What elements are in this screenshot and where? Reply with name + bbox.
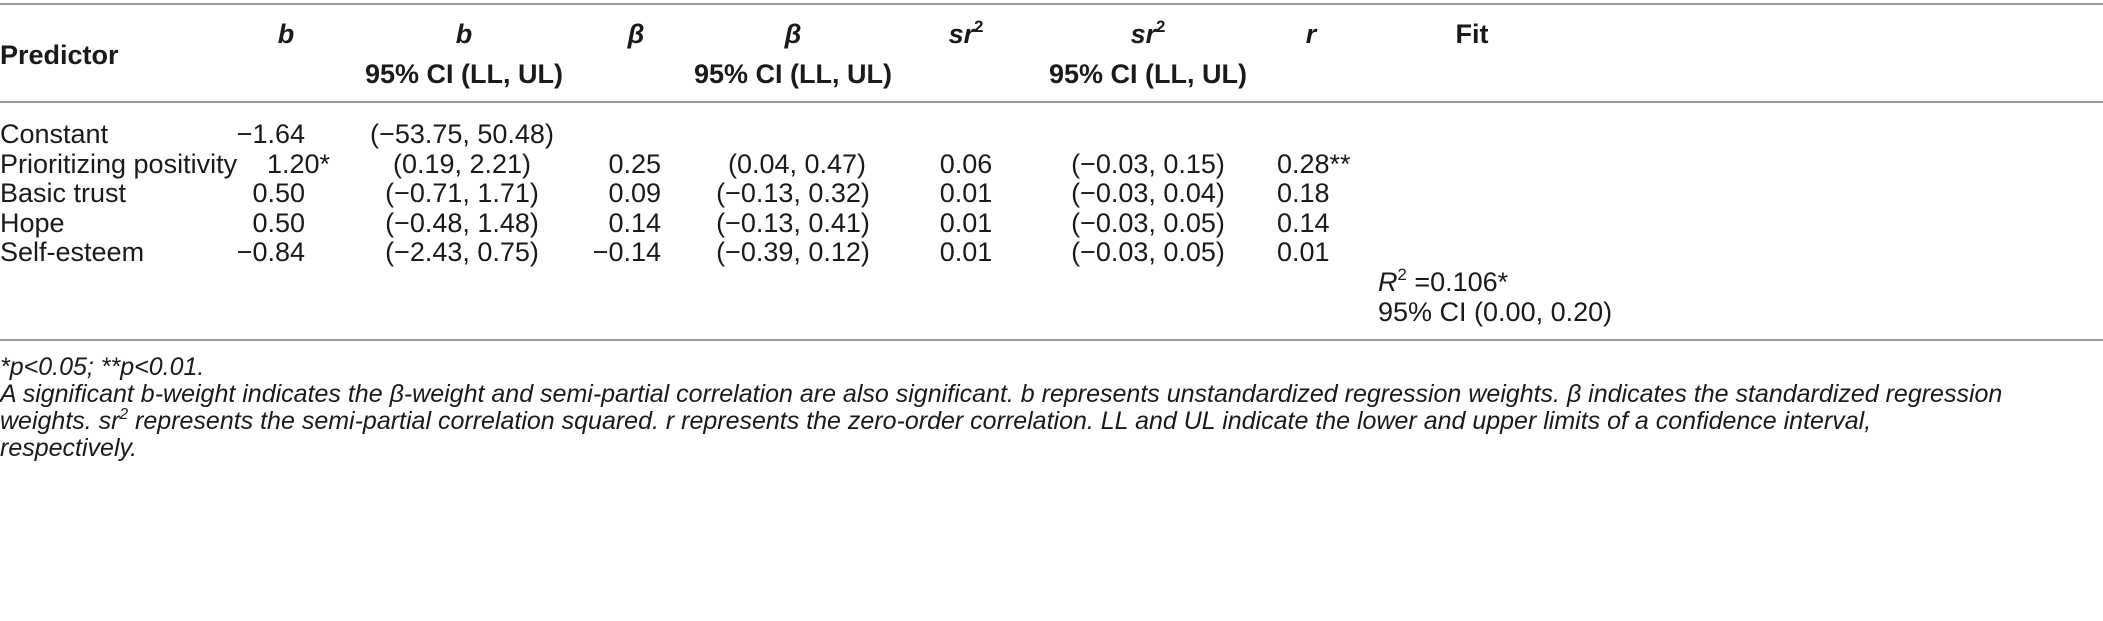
table-row-prioritizing-positivity-sr2: 0.06 (939, 149, 993, 179)
header-beta-ci: 95% CI (LL, UL) (693, 59, 893, 89)
table-row-prioritizing-positivity-beta: 0.25 (608, 149, 661, 179)
fit-r-squared-symbol: R (1378, 267, 1398, 297)
footnote-line-1: A significant b-weight indicates the β-w… (0, 380, 2003, 408)
table-row-prioritizing-positivity-r: 0.28** (1277, 149, 1351, 179)
table-row-hope-beta: 0.14 (608, 208, 661, 238)
header-b-ci: 95% CI (LL, UL) (364, 59, 564, 89)
table-row-self-esteem-sr2-ci: (−0.03, 0.05) (1071, 237, 1225, 267)
fit-r-squared-value: =0.106* (1406, 267, 1509, 297)
header-sr2-ci-symbol-cell: sr2 (1131, 17, 1166, 51)
table-row-basic-trust-predictor: Basic trust (0, 178, 127, 208)
table-row-hope-b-ci: (−0.48, 1.48) (385, 208, 539, 238)
header-r: r (1305, 19, 1317, 49)
table-row-self-esteem-b: −0.84 (236, 237, 305, 267)
table-row-basic-trust-b-ci: (−0.71, 1.71) (385, 178, 539, 208)
footnote-significance: *p<0.05; **p<0.01. (0, 353, 205, 381)
table-row-hope-sr2: 0.01 (939, 208, 993, 238)
footnote-line-2-superscript: 2 (119, 405, 129, 423)
table-row-self-esteem-b-ci: (−2.43, 0.75) (385, 237, 539, 267)
table-row-hope-predictor: Hope (0, 208, 65, 238)
table-row-hope-beta-ci: (−0.13, 0.41) (716, 208, 870, 238)
header-sr2-symbol: sr (948, 19, 975, 49)
header-fit: Fit (1455, 19, 1489, 49)
table-row-prioritizing-positivity-sr2-ci: (−0.03, 0.15) (1071, 149, 1225, 179)
table-row-prioritizing-positivity-b: 1.20* (267, 149, 331, 179)
table-top-rule (0, 3, 2103, 5)
header-sr2-superscript: 2 (974, 17, 984, 37)
header-sr2-ci-symbol: sr (1130, 19, 1157, 49)
header-predictor: Predictor (0, 40, 119, 70)
table-row-basic-trust-r: 0.18 (1277, 178, 1330, 208)
table-row-constant-b: −1.64 (236, 119, 305, 149)
header-bottom-rule (0, 101, 2103, 103)
table-row-basic-trust-b: 0.50 (252, 178, 305, 208)
table-row-hope-b: 0.50 (252, 208, 305, 238)
table-row-prioritizing-positivity-beta-ci: (0.04, 0.47) (727, 149, 867, 179)
table-row-constant-b-ci: (−53.75, 50.48) (370, 119, 554, 149)
table-row-self-esteem-sr2: 0.01 (939, 237, 993, 267)
header-beta: β (627, 19, 645, 49)
table-row-basic-trust-beta-ci: (−0.13, 0.32) (716, 178, 870, 208)
table-bottom-rule (0, 339, 2103, 341)
table-row-basic-trust-sr2: 0.01 (939, 178, 993, 208)
header-b-ci-symbol: b (455, 19, 473, 49)
table-row-self-esteem-r: 0.01 (1277, 237, 1330, 267)
table-row-basic-trust-sr2-ci: (−0.03, 0.04) (1071, 178, 1225, 208)
table-row-prioritizing-positivity-b-ci: (0.19, 2.21) (392, 149, 532, 179)
table-row-hope-sr2-ci: (−0.03, 0.05) (1071, 208, 1225, 238)
fit-r-squared-superscript: 2 (1397, 265, 1407, 285)
footnote-line-2-pre: weights. sr (0, 407, 120, 435)
table-row-hope-r: 0.14 (1277, 208, 1330, 238)
header-sr2-ci: 95% CI (LL, UL) (1048, 59, 1248, 89)
footnote-line-3: respectively. (0, 434, 138, 462)
header-sr2: sr2 (949, 17, 984, 51)
footnote-line-2-post: represents the semi-partial correlation … (128, 407, 1872, 435)
table-row-self-esteem-beta-ci: (−0.39, 0.12) (716, 237, 870, 267)
header-b: b (277, 19, 295, 49)
footnote-line-2: weights. sr2 represents the semi-partial… (0, 401, 2100, 441)
table-row-self-esteem-beta: −0.14 (592, 237, 661, 267)
table-row-basic-trust-beta: 0.09 (608, 178, 661, 208)
table-row-self-esteem-predictor: Self-esteem (0, 237, 145, 267)
table-row-prioritizing-positivity-predictor: Prioritizing positivity (0, 149, 238, 179)
fit-confidence-interval: 95% CI (0.00, 0.20) (1378, 297, 1613, 327)
header-sr2-ci-superscript: 2 (1156, 17, 1166, 37)
table-row-constant-predictor: Constant (0, 119, 109, 149)
header-beta-ci-symbol: β (784, 19, 802, 49)
fit-r-squared: R2 =0.106* (1378, 265, 1508, 299)
